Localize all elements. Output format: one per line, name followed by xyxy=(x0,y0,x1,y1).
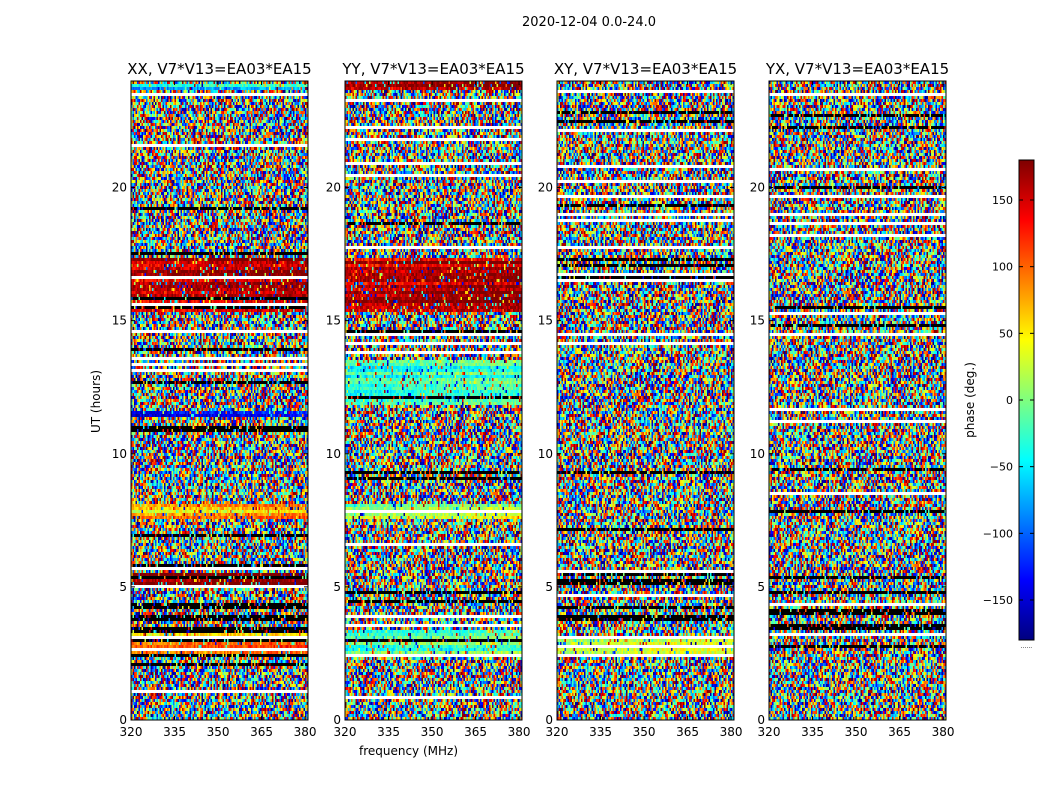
panel-1: XX, V7*V13=EA03*EA15 320 335 350 365 380 0 5 10 1… xyxy=(89,60,317,739)
colorbar-label: phase (deg.) xyxy=(963,362,977,438)
x-tick-label: 335 xyxy=(801,725,824,739)
x-tick-label: 350 xyxy=(633,725,656,739)
y-tick-label: 10 xyxy=(326,447,341,461)
y-tick-label: 5 xyxy=(545,580,553,594)
axes-frame xyxy=(556,80,735,721)
colorbar-tick-label: 100 xyxy=(992,261,1013,274)
phase-waterfall-image xyxy=(557,81,734,720)
y-tick-label: 0 xyxy=(545,713,553,727)
x-tick-label: 365 xyxy=(676,725,699,739)
colorbar-tick-label: −50 xyxy=(990,461,1013,474)
colorbar: 150 100 50 0 −50 −100 −150 phase (deg.)...... xyxy=(963,159,1035,650)
y-tick-label: 10 xyxy=(750,447,765,461)
axes-frame xyxy=(768,80,947,721)
panel-3: XY, V7*V13=EA03*EA15 320 335 350 365 380 0 5 10 1… xyxy=(538,60,743,739)
colorbar-tick-label: 150 xyxy=(992,194,1013,207)
y-tick-label: 0 xyxy=(757,713,765,727)
x-axis-label: frequency (MHz) xyxy=(359,744,458,758)
x-tick-label: 350 xyxy=(421,725,444,739)
y-tick-label: 5 xyxy=(757,580,765,594)
colorbar-tick-label: −100 xyxy=(983,527,1013,540)
x-tick-label: 320 xyxy=(758,725,781,739)
colorbar-tick-label: −150 xyxy=(983,594,1013,607)
x-tick-label: 365 xyxy=(464,725,487,739)
x-tick-label: 365 xyxy=(888,725,911,739)
y-tick-label: 20 xyxy=(538,181,553,195)
x-tick-label: 320 xyxy=(120,725,143,739)
y-tick-label: 15 xyxy=(326,314,341,328)
axes-frame xyxy=(344,80,523,721)
panel-title: XY, V7*V13=EA03*EA15 xyxy=(554,60,737,78)
x-tick-label: 380 xyxy=(294,725,317,739)
figure-suptitle: 2020-12-04 0.0-24.0 xyxy=(522,15,656,30)
x-tick-label: 350 xyxy=(207,725,230,739)
panel-4: YX, V7*V13=EA03*EA15 320 335 350 365 380 0 5 10 1… xyxy=(750,60,955,739)
panel-title: XX, V7*V13=EA03*EA15 xyxy=(127,60,311,78)
colorbar-tick-label: 50 xyxy=(999,327,1013,340)
y-tick-label: 0 xyxy=(119,713,127,727)
x-tick-label: 380 xyxy=(932,725,955,739)
panel-title: YX, V7*V13=EA03*EA15 xyxy=(765,60,949,78)
y-tick-label: 0 xyxy=(333,713,341,727)
y-tick-label: 5 xyxy=(333,580,341,594)
x-tick-label: 365 xyxy=(250,725,273,739)
y-tick-label: 15 xyxy=(538,314,553,328)
x-tick-label: 320 xyxy=(546,725,569,739)
phase-waterfall-image xyxy=(769,81,946,720)
x-tick-label: 320 xyxy=(334,725,357,739)
colorbar-tick-label: 0 xyxy=(1006,394,1013,407)
colorbar-footer: ...... xyxy=(1021,643,1033,650)
y-tick-label: 20 xyxy=(750,181,765,195)
x-tick-label: 335 xyxy=(589,725,612,739)
phase-waterfall-image xyxy=(345,81,522,720)
x-tick-label: 350 xyxy=(845,725,868,739)
y-axis-label: UT (hours) xyxy=(89,370,103,433)
phase-waterfall-image xyxy=(131,81,308,720)
y-tick-label: 15 xyxy=(750,314,765,328)
axes-frame xyxy=(130,80,309,721)
panel-2: YY, V7*V13=EA03*EA15 320 335 350 365 380 0 5 10 1… xyxy=(326,60,531,758)
y-tick-label: 5 xyxy=(119,580,127,594)
y-tick-label: 10 xyxy=(538,447,553,461)
y-tick-label: 15 xyxy=(112,314,127,328)
x-tick-label: 335 xyxy=(377,725,400,739)
y-tick-label: 10 xyxy=(112,447,127,461)
x-tick-label: 380 xyxy=(720,725,743,739)
y-tick-label: 20 xyxy=(326,181,341,195)
panels-group: XX, V7*V13=EA03*EA15 320 335 350 365 380 0 5 10 1… xyxy=(89,60,955,758)
y-tick-label: 20 xyxy=(112,181,127,195)
x-tick-label: 380 xyxy=(508,725,531,739)
x-tick-label: 335 xyxy=(163,725,186,739)
panel-title: YY, V7*V13=EA03*EA15 xyxy=(341,60,524,78)
